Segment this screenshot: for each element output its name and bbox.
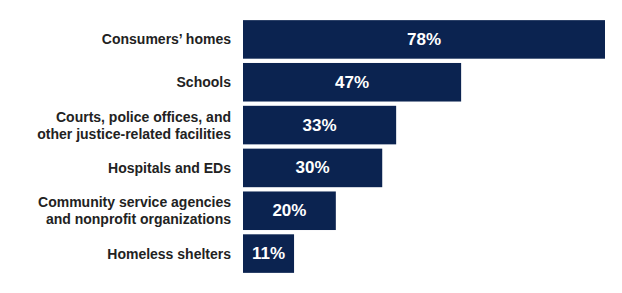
category-label-line: Community service agencies <box>38 194 231 210</box>
data-label: 30% <box>296 158 330 177</box>
bars <box>243 20 605 273</box>
bar <box>243 106 396 145</box>
category-label-line: Schools <box>177 74 232 90</box>
chart: 78% 47% 33% 30% 20% 11% Consumers’ homes School… <box>0 0 622 293</box>
bar <box>243 149 382 188</box>
bar <box>243 234 294 273</box>
category-label: Community service agencies and nonprofit… <box>38 194 231 227</box>
category-label-line: other justice-related facilities <box>33 126 231 142</box>
bar <box>243 20 605 59</box>
data-label: 33% <box>303 116 337 135</box>
category-label-line: Consumers’ homes <box>102 31 231 47</box>
data-label: 11% <box>252 244 285 263</box>
category-label-line: Hospitals and EDs <box>108 160 231 176</box>
data-label: 78% <box>407 30 441 49</box>
category-label: Schools <box>177 74 232 90</box>
texts: 78% 47% 33% 30% 20% 11% Consumers’ homes School… <box>33 30 441 263</box>
category-label: Homeless shelters <box>107 246 231 262</box>
data-label: 20% <box>272 201 306 220</box>
data-label: 47% <box>335 73 369 92</box>
category-label: Courts, police offices, and other justic… <box>33 109 231 142</box>
category-label-line: Courts, police offices, and <box>56 109 231 125</box>
category-label-line: Homeless shelters <box>107 246 231 262</box>
bar <box>243 191 336 230</box>
category-label: Consumers’ homes <box>102 31 231 47</box>
bar <box>243 63 461 102</box>
category-label-line: and nonprofit organizations <box>42 211 231 227</box>
category-label: Hospitals and EDs <box>108 160 231 176</box>
